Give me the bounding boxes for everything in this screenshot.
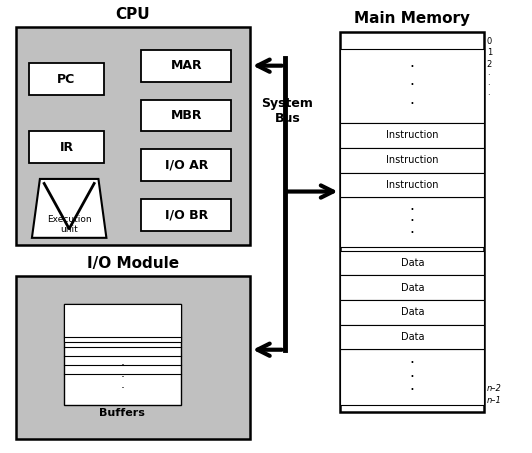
Text: I/O Module: I/O Module bbox=[87, 256, 179, 271]
Text: I/O BR: I/O BR bbox=[164, 209, 208, 222]
Text: ·: · bbox=[487, 71, 489, 80]
FancyBboxPatch shape bbox=[141, 149, 231, 181]
Text: ·: · bbox=[120, 382, 124, 395]
Text: ·: · bbox=[410, 214, 415, 230]
FancyBboxPatch shape bbox=[141, 199, 231, 231]
Text: ·: · bbox=[410, 370, 415, 385]
FancyBboxPatch shape bbox=[340, 275, 484, 300]
Text: 2: 2 bbox=[487, 59, 492, 68]
FancyBboxPatch shape bbox=[340, 123, 484, 148]
FancyBboxPatch shape bbox=[340, 49, 484, 123]
Text: ·: · bbox=[410, 203, 415, 218]
FancyBboxPatch shape bbox=[29, 63, 104, 95]
FancyBboxPatch shape bbox=[141, 100, 231, 131]
Text: CPU: CPU bbox=[115, 7, 151, 22]
Text: PC: PC bbox=[57, 73, 76, 86]
Text: Execution
unit: Execution unit bbox=[47, 215, 92, 234]
Polygon shape bbox=[32, 179, 106, 238]
Text: ·: · bbox=[410, 60, 415, 75]
FancyBboxPatch shape bbox=[340, 32, 484, 412]
Text: Data: Data bbox=[401, 307, 424, 318]
Text: ·: · bbox=[410, 383, 415, 398]
Text: ·: · bbox=[120, 371, 124, 384]
FancyBboxPatch shape bbox=[64, 304, 181, 405]
Text: ·: · bbox=[487, 92, 489, 101]
Text: System
Bus: System Bus bbox=[261, 97, 313, 125]
FancyBboxPatch shape bbox=[64, 304, 181, 342]
FancyBboxPatch shape bbox=[141, 50, 231, 82]
Text: ·: · bbox=[410, 96, 415, 111]
Text: Data: Data bbox=[401, 332, 424, 342]
FancyBboxPatch shape bbox=[16, 27, 250, 245]
FancyBboxPatch shape bbox=[340, 300, 484, 325]
Text: Instruction: Instruction bbox=[386, 155, 438, 165]
FancyBboxPatch shape bbox=[340, 325, 484, 349]
Text: 1: 1 bbox=[487, 48, 492, 57]
Text: ·: · bbox=[410, 356, 415, 371]
Text: ·: · bbox=[410, 226, 415, 241]
FancyBboxPatch shape bbox=[29, 131, 104, 163]
FancyBboxPatch shape bbox=[340, 197, 484, 247]
FancyBboxPatch shape bbox=[340, 148, 484, 173]
Text: Data: Data bbox=[401, 258, 424, 268]
Text: 0: 0 bbox=[487, 37, 492, 46]
Text: MBR: MBR bbox=[170, 109, 202, 122]
Text: Buffers: Buffers bbox=[99, 408, 145, 418]
Text: I/O AR: I/O AR bbox=[164, 159, 208, 172]
Text: ·: · bbox=[487, 81, 489, 90]
Text: MAR: MAR bbox=[170, 59, 202, 72]
Text: n–2: n–2 bbox=[487, 384, 502, 393]
FancyBboxPatch shape bbox=[340, 349, 484, 405]
FancyBboxPatch shape bbox=[340, 173, 484, 197]
Text: n–1: n–1 bbox=[487, 396, 502, 405]
FancyBboxPatch shape bbox=[16, 276, 250, 439]
Text: Data: Data bbox=[401, 283, 424, 293]
Text: ·: · bbox=[120, 359, 124, 372]
Text: IR: IR bbox=[60, 141, 73, 154]
FancyBboxPatch shape bbox=[340, 251, 484, 275]
Text: Instruction: Instruction bbox=[386, 180, 438, 190]
Text: Instruction: Instruction bbox=[386, 130, 438, 140]
Text: ·: · bbox=[410, 78, 415, 93]
Text: Main Memory: Main Memory bbox=[354, 11, 470, 26]
